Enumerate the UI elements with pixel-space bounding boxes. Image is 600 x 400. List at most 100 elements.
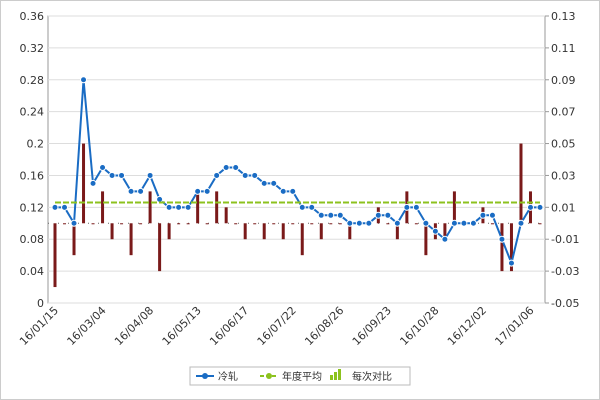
point — [374, 211, 382, 219]
bar — [139, 223, 143, 225]
bar — [338, 223, 342, 225]
bar — [53, 223, 57, 288]
bar — [281, 223, 285, 240]
point — [403, 203, 411, 211]
point — [213, 171, 221, 179]
point — [241, 171, 249, 179]
bar — [538, 223, 542, 225]
bar — [386, 223, 390, 225]
bar — [101, 191, 105, 224]
point — [260, 179, 268, 187]
legend: 冷轧 年度平均 每次对比 — [189, 366, 411, 386]
bar — [443, 223, 447, 240]
bar — [215, 191, 219, 224]
bar — [500, 223, 504, 272]
point — [498, 235, 506, 243]
point — [194, 187, 202, 195]
point — [203, 187, 211, 195]
bar — [148, 191, 152, 224]
y-tick-label: 0.32 — [20, 42, 45, 55]
point — [118, 171, 126, 179]
y2-tick-label: 0.05 — [551, 138, 576, 151]
bar — [91, 223, 95, 225]
bar — [395, 223, 399, 240]
legend-box — [189, 366, 411, 386]
point — [184, 203, 192, 211]
point — [412, 203, 420, 211]
line — [55, 79, 540, 267]
y-tick-label: 0.16 — [20, 169, 45, 182]
bar — [452, 191, 456, 224]
point — [393, 219, 401, 227]
bar — [300, 223, 304, 256]
plot-area — [47, 15, 546, 304]
point — [165, 203, 173, 211]
bar — [272, 223, 276, 225]
bar — [186, 223, 190, 225]
y2-tick-label: 0.03 — [551, 169, 576, 182]
point — [51, 203, 59, 211]
bar — [196, 191, 200, 224]
point — [146, 171, 154, 179]
point — [137, 187, 145, 195]
bar — [243, 223, 247, 240]
y-tick-label: 0.24 — [20, 106, 45, 119]
point — [441, 235, 449, 243]
bar — [234, 223, 238, 225]
point — [279, 187, 287, 195]
point — [298, 203, 306, 211]
y2-tick-label: -0.03 — [551, 265, 579, 278]
point — [89, 179, 97, 187]
point — [479, 211, 487, 219]
point — [127, 187, 135, 195]
bar — [310, 223, 314, 225]
bar — [224, 207, 228, 224]
point — [317, 211, 325, 219]
legend-icon — [266, 373, 272, 379]
y-tick-label: 0.04 — [20, 265, 45, 278]
bar — [129, 223, 133, 256]
bar — [490, 223, 494, 225]
bar — [424, 223, 428, 256]
point — [488, 211, 496, 219]
point — [355, 219, 363, 227]
point — [270, 179, 278, 187]
y2-tick-label: 0.11 — [551, 42, 576, 55]
legend-icon — [334, 372, 337, 380]
point — [517, 219, 525, 227]
point — [526, 203, 534, 211]
bar — [110, 223, 114, 240]
point — [365, 219, 373, 227]
point — [175, 203, 183, 211]
y2-tick-label: 0.07 — [551, 106, 576, 119]
point — [450, 219, 458, 227]
y-tick-label: 0.08 — [20, 233, 45, 246]
point — [536, 203, 544, 211]
bar — [253, 223, 257, 225]
bar — [414, 223, 418, 225]
point — [346, 219, 354, 227]
bar — [348, 223, 352, 240]
bar — [509, 223, 513, 272]
y2-tick-label: 0.09 — [551, 74, 576, 87]
legend-label: 每次对比 — [352, 370, 392, 383]
bar — [167, 223, 171, 240]
y2-tick-label: 0.13 — [551, 10, 576, 23]
y-tick-label: 0.12 — [20, 201, 45, 214]
point — [251, 171, 259, 179]
point — [156, 195, 164, 203]
point — [222, 163, 230, 171]
legend-label: 冷轧 — [218, 370, 238, 383]
y2-tick-label: -0.05 — [551, 297, 579, 310]
bar — [319, 223, 323, 240]
point — [384, 211, 392, 219]
point — [469, 219, 477, 227]
point — [507, 259, 515, 267]
bar — [82, 143, 86, 224]
point — [289, 187, 297, 195]
y-tick-label: 0.2 — [27, 138, 45, 151]
point — [80, 76, 88, 84]
point — [308, 203, 316, 211]
point — [336, 211, 344, 219]
bar — [120, 223, 124, 225]
